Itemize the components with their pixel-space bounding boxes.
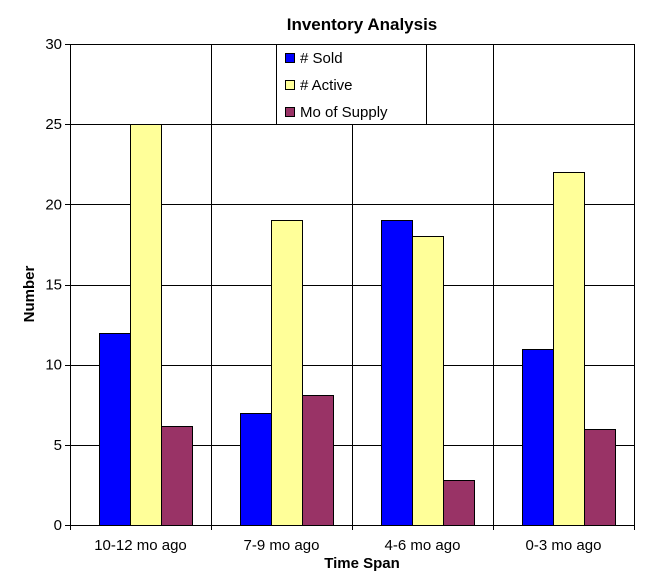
y-tick-label: 10	[45, 357, 62, 374]
bar-sold	[99, 333, 131, 526]
x-tick-label: 7-9 mo ago	[244, 537, 320, 554]
bar-sold	[240, 413, 272, 526]
legend: # Sold # Active Mo of Supply	[276, 44, 427, 125]
bar-mo-of-supply	[443, 480, 475, 526]
y-tick-label: 5	[54, 437, 62, 454]
y-tick-label: 0	[54, 517, 62, 534]
legend-box	[276, 44, 427, 125]
bars	[99, 124, 616, 526]
x-axis-title: Time Span	[324, 555, 400, 572]
bar-active	[130, 124, 162, 526]
y-tick-label: 25	[45, 116, 62, 133]
x-axis-ticks: 10-12 mo ago 7-9 mo ago 4-6 mo ago 0-3 mo a…	[70, 525, 635, 554]
bar-sold	[381, 220, 413, 526]
legend-label: # Sold	[300, 50, 343, 67]
bar-sold	[522, 349, 554, 526]
bar-mo-of-supply	[302, 395, 334, 526]
x-tick-label: 0-3 mo ago	[526, 537, 602, 554]
legend-swatch	[285, 53, 295, 63]
x-tick-label: 4-6 mo ago	[385, 537, 461, 554]
bar-active	[553, 172, 585, 526]
bar-active	[412, 236, 444, 526]
legend-label: Mo of Supply	[300, 104, 388, 121]
chart-title: Inventory Analysis	[287, 15, 438, 34]
y-axis-title: Number	[21, 266, 38, 323]
y-tick-label: 30	[45, 36, 62, 53]
y-axis-ticks: 0 5 10 15 20 25 30	[45, 36, 70, 534]
legend-swatch	[285, 80, 295, 90]
y-tick-label: 20	[45, 196, 62, 213]
bar-mo-of-supply	[584, 429, 616, 526]
bar-active	[271, 220, 303, 526]
y-tick-label: 15	[45, 277, 62, 294]
legend-label: # Active	[300, 77, 353, 94]
x-tick-label: 10-12 mo ago	[94, 537, 187, 554]
legend-swatch	[285, 107, 295, 117]
bar-mo-of-supply	[161, 426, 193, 526]
